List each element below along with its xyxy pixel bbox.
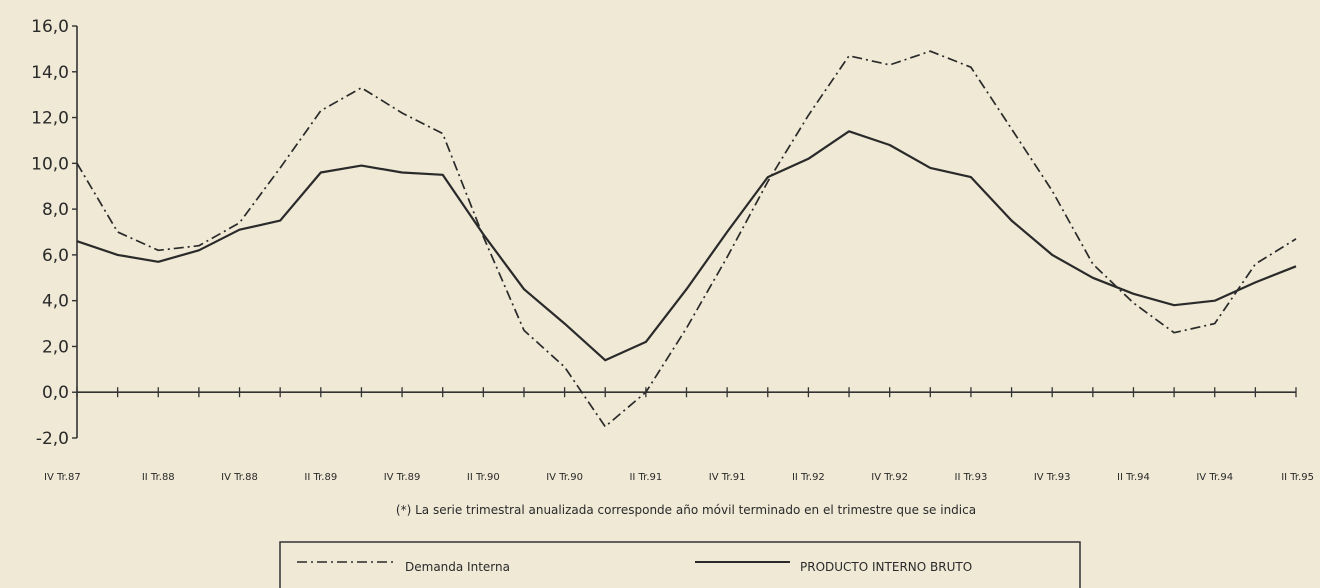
x-tick-label: IV Tr.93	[1034, 472, 1071, 483]
x-tick-label: IV Tr.88	[221, 472, 258, 483]
legend-label-pib: PRODUCTO INTERNO BRUTO	[800, 560, 972, 574]
x-tick-label: IV Tr.87	[44, 472, 81, 483]
legend-label-demanda: Demanda Interna	[405, 560, 510, 574]
x-tick-label: IV Tr.91	[709, 472, 746, 483]
y-tick-label: 4,0	[42, 292, 69, 312]
series-lines	[76, 50, 1297, 428]
x-tick-label: II Tr.89	[304, 472, 337, 483]
legend: Demanda Interna PRODUCTO INTERNO BRUTO	[279, 541, 1081, 588]
legend-box	[279, 541, 1081, 588]
x-tick-label: II Tr.90	[467, 472, 500, 483]
x-tick-label: IV Tr.90	[546, 472, 583, 483]
x-tick-label: II Tr.91	[629, 472, 662, 483]
chart-note: (*) La serie trimestral anualizada corre…	[396, 503, 976, 517]
x-tick-label: II Tr.93	[955, 472, 988, 483]
y-tick-label: 14,0	[31, 63, 69, 83]
x-tick-label: II Tr.94	[1117, 472, 1150, 483]
y-tick-label: 10,0	[31, 154, 69, 174]
y-tick-label: 0,0	[42, 383, 69, 403]
series-line-pib	[76, 130, 1297, 362]
y-tick-label: 12,0	[31, 109, 69, 129]
x-tick-label: II Tr.88	[142, 472, 175, 483]
y-tick-label: -2,0	[36, 429, 69, 449]
y-tick-label: 16,0	[31, 17, 69, 37]
y-tick-label: 2,0	[42, 337, 69, 357]
y-tick-label: 8,0	[42, 200, 69, 220]
y-axis: 16,0 14,0 12,0 10,0 8,0 6,0 4,0 2,0 0,0 -2,0	[31, 17, 78, 449]
x-tick-label: II Tr.95	[1281, 472, 1314, 483]
x-axis	[76, 387, 1297, 398]
x-tick-labels: IV Tr.87 II Tr.88 IV Tr.88 II Tr.89 IV Tr.89…	[44, 472, 1314, 483]
series-line-demanda-interna	[76, 50, 1297, 428]
x-tick-label: IV Tr.89	[384, 472, 421, 483]
x-tick-label: IV Tr.92	[871, 472, 908, 483]
x-tick-label: IV Tr.94	[1196, 472, 1233, 483]
x-tick-label: II Tr.92	[792, 472, 825, 483]
y-tick-label: 6,0	[42, 246, 69, 266]
